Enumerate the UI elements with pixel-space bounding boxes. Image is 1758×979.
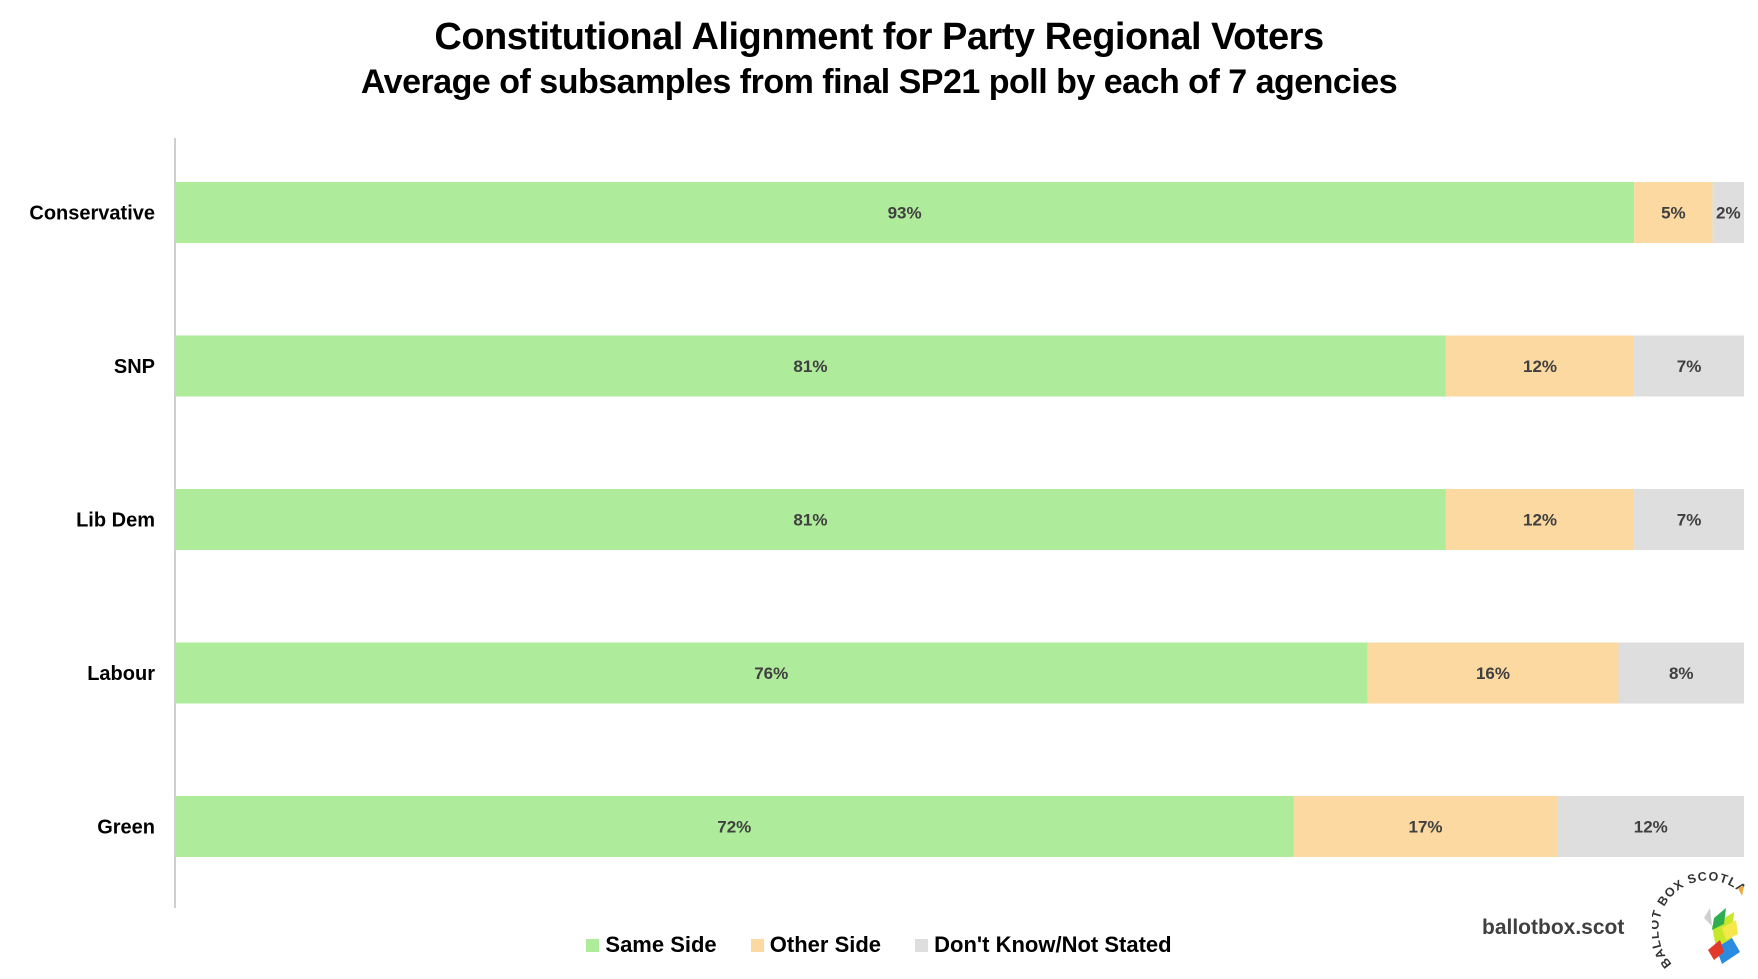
chart-title: Constitutional Alignment for Party Regio… (434, 16, 1324, 58)
chart-subtitle: Average of subsamples from final SP21 po… (360, 63, 1398, 101)
bar-conservative-same-side (175, 182, 1635, 243)
category-label-labour: Labour (87, 663, 155, 685)
data-label-lib-dem-other-side: 12% (1523, 511, 1557, 530)
data-label-snp-other-side: 12% (1523, 357, 1557, 376)
data-label-snp-same-side: 81% (793, 357, 827, 376)
data-label-lib-dem-don-t-know-not-stated: 7% (1677, 511, 1702, 530)
category-label-conservative: Conservative (29, 203, 155, 225)
data-label-green-same-side: 72% (717, 818, 751, 837)
legend-swatch-dont-know (915, 939, 929, 952)
site-brand-text: ballotbox.scot (1482, 916, 1625, 939)
data-label-green-don-t-know-not-stated: 12% (1634, 818, 1668, 837)
bar-green-same-side (175, 796, 1294, 857)
bar-snp-other-side (1445, 335, 1635, 397)
bar-conservative-other-side (1634, 182, 1713, 243)
data-label-conservative-other-side: 5% (1661, 204, 1686, 223)
bar-conservative-don-t-know-not-stated (1712, 182, 1744, 243)
legend-item-same-side: Same Side (586, 932, 717, 958)
legend-swatch-other-side (750, 939, 764, 952)
legend-swatch-same-side (586, 939, 600, 952)
data-label-labour-same-side: 76% (754, 664, 788, 683)
bar-lib-dem-other-side (1445, 489, 1635, 550)
ballot-box-scotland-logo-icon: BALLOT BOX SCOTLAND (1652, 868, 1748, 971)
bars-group: 93% 5% 2% 81% 12% 7% 81% 12% 7% 76% 16% 8% 72% 17% 12% (175, 182, 1744, 857)
bar-lib-dem-same-side (175, 489, 1446, 550)
category-labels-group: Conservative SNP Lib Dem Labour Green (29, 203, 155, 839)
legend-label-other-side: Other Side (769, 932, 882, 957)
legend: Same Side Other Side Don't Know/Not Stat… (0, 932, 1758, 958)
legend-label-dont-know: Don't Know/Not Stated (934, 932, 1172, 957)
bar-labour-same-side (175, 642, 1368, 704)
bar-labour-other-side (1367, 642, 1619, 704)
bar-snp-don-t-know-not-stated (1634, 335, 1744, 397)
data-label-green-other-side: 17% (1409, 818, 1443, 837)
category-label-snp: SNP (114, 356, 155, 378)
data-label-conservative-same-side: 93% (888, 204, 922, 223)
category-label-lib-dem: Lib Dem (76, 510, 155, 532)
bar-green-other-side (1293, 796, 1558, 857)
legend-item-dont-know: Don't Know/Not Stated (915, 932, 1172, 958)
legend-item-other-side: Other Side (750, 932, 882, 958)
data-label-labour-other-side: 16% (1476, 664, 1510, 683)
bar-lib-dem-don-t-know-not-stated (1634, 489, 1744, 550)
chart-title-block: Constitutional Alignment for Party Regio… (0, 14, 1758, 104)
bar-labour-don-t-know-not-stated (1618, 642, 1744, 704)
data-label-conservative-don-t-know-not-stated: 2% (1716, 204, 1741, 223)
legend-label-same-side: Same Side (605, 932, 717, 957)
data-label-labour-don-t-know-not-stated: 8% (1669, 664, 1694, 683)
data-label-snp-don-t-know-not-stated: 7% (1677, 357, 1702, 376)
bar-snp-same-side (175, 335, 1446, 397)
category-label-green: Green (97, 817, 155, 839)
data-label-lib-dem-same-side: 81% (793, 511, 827, 530)
bar-green-don-t-know-not-stated (1557, 796, 1744, 857)
